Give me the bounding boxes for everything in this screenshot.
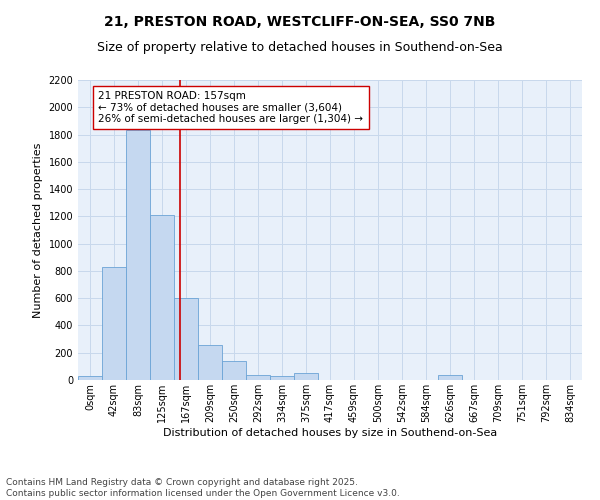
X-axis label: Distribution of detached houses by size in Southend-on-Sea: Distribution of detached houses by size …: [163, 428, 497, 438]
Bar: [174, 298, 198, 380]
Bar: [222, 361, 246, 380]
Text: 21 PRESTON ROAD: 157sqm
← 73% of detached houses are smaller (3,604)
26% of semi: 21 PRESTON ROAD: 157sqm ← 73% of detache…: [98, 91, 364, 124]
Bar: [102, 267, 126, 380]
Text: 21, PRESTON ROAD, WESTCLIFF-ON-SEA, SS0 7NB: 21, PRESTON ROAD, WESTCLIFF-ON-SEA, SS0 …: [104, 16, 496, 30]
Bar: [270, 376, 294, 380]
Y-axis label: Number of detached properties: Number of detached properties: [33, 142, 43, 318]
Bar: [78, 376, 102, 380]
Text: Size of property relative to detached houses in Southend-on-Sea: Size of property relative to detached ho…: [97, 41, 503, 54]
Bar: [294, 372, 318, 380]
Text: Contains HM Land Registry data © Crown copyright and database right 2025.
Contai: Contains HM Land Registry data © Crown c…: [6, 478, 400, 498]
Bar: [198, 345, 222, 380]
Bar: [246, 374, 270, 380]
Bar: [126, 130, 150, 380]
Bar: [438, 375, 462, 380]
Bar: [150, 215, 174, 380]
